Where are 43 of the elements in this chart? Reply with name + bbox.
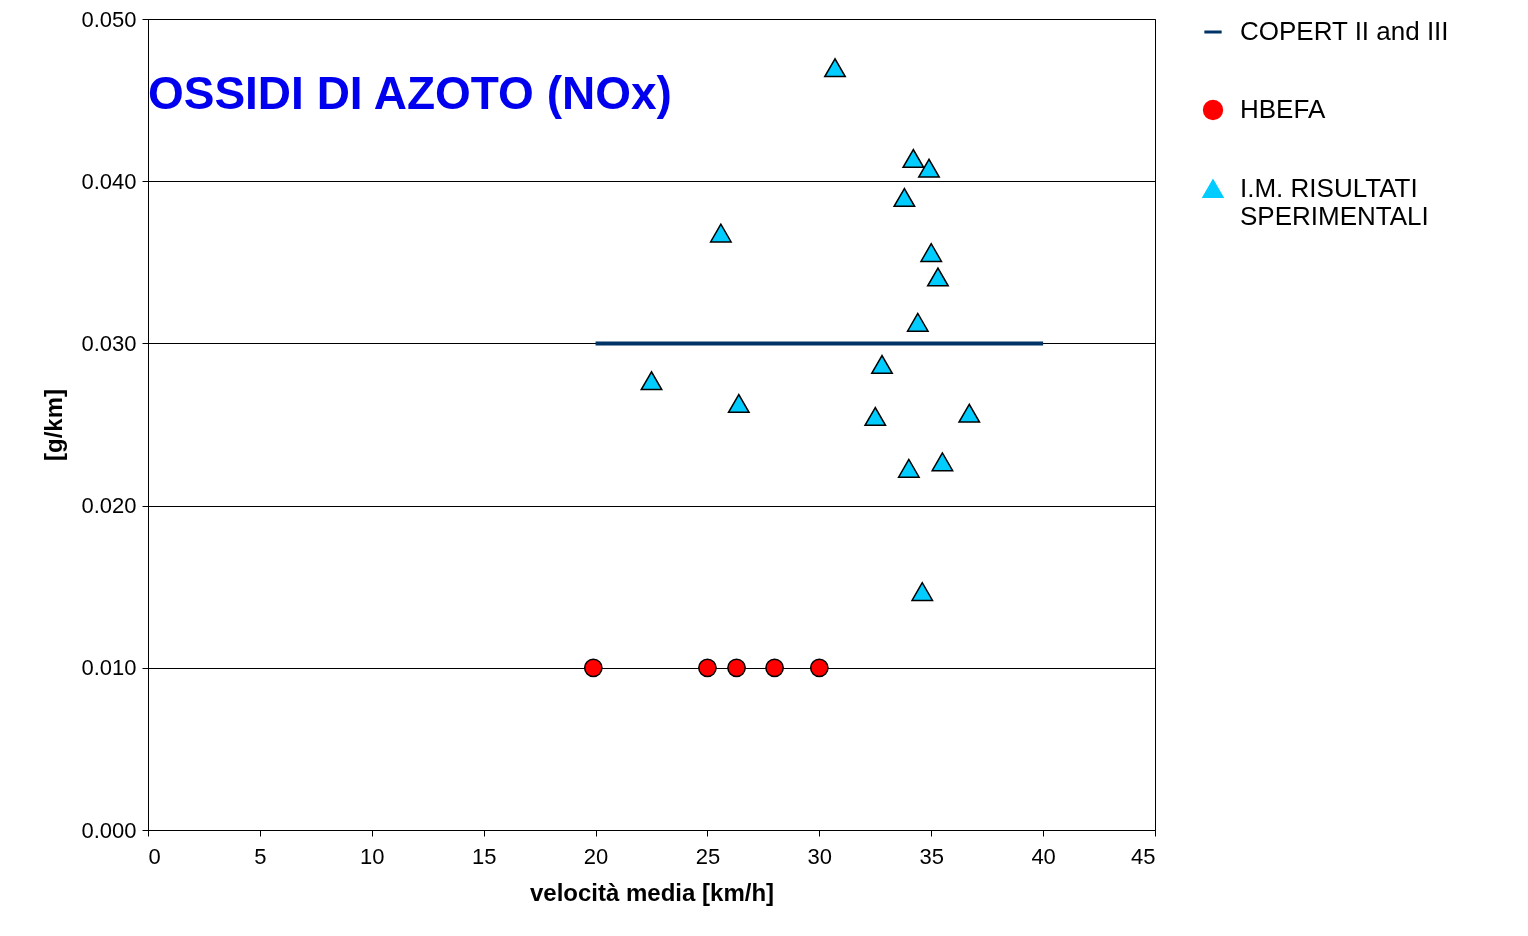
x-tick-label: 45 [1131, 843, 1156, 869]
point [920, 242, 943, 263]
y-tick-label: 0.030 [81, 330, 137, 356]
point [640, 371, 663, 391]
legend-label: COPERT II and III [1240, 16, 1449, 46]
point [906, 312, 929, 332]
y-axis-title: [g/km] [40, 389, 68, 461]
x-tick-label: 15 [471, 843, 497, 869]
x-tick-label: 20 [583, 843, 609, 869]
point [902, 148, 925, 169]
legend-label: I.M. RISULTATI SPERIMENTALI [1240, 173, 1429, 231]
point [727, 658, 746, 678]
point [958, 403, 981, 423]
point [824, 58, 846, 78]
x-tick-label: 25 [695, 843, 721, 869]
point [893, 187, 916, 208]
text: OSSIDI DI AZOTO (NOx) [147, 67, 672, 119]
point [727, 393, 750, 414]
x-tick-label: 40 [1031, 843, 1056, 869]
point [709, 223, 732, 243]
y-tick-label: 0.040 [81, 168, 137, 194]
point [765, 658, 784, 678]
point [864, 406, 887, 427]
y-tick-label: 0.010 [81, 655, 137, 681]
y-tick-label: 0.020 [81, 493, 137, 519]
point [698, 658, 717, 678]
point [870, 354, 893, 375]
y-tick-label: 0.050 [81, 6, 137, 32]
x-tick-label: 35 [919, 843, 944, 869]
x-tick-label: 5 [254, 843, 267, 869]
legend-label: HBEFA [1240, 94, 1326, 124]
x-tick-label: 10 [360, 843, 385, 869]
point [583, 658, 603, 678]
point [809, 658, 829, 678]
point [897, 458, 920, 478]
y-tick-label: 0.000 [81, 817, 137, 843]
x-tick-label: 0 [148, 843, 161, 869]
point [917, 158, 940, 178]
point [926, 267, 949, 287]
x-axis-title: velocità media [km/h] [529, 878, 775, 906]
point [911, 581, 934, 602]
x-tick-label: 30 [807, 843, 833, 869]
point [931, 452, 954, 472]
